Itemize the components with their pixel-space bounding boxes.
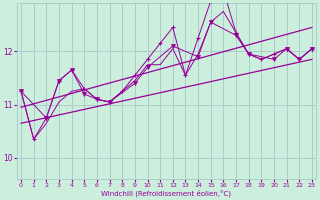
X-axis label: Windchill (Refroidissement éolien,°C): Windchill (Refroidissement éolien,°C) bbox=[101, 189, 231, 197]
